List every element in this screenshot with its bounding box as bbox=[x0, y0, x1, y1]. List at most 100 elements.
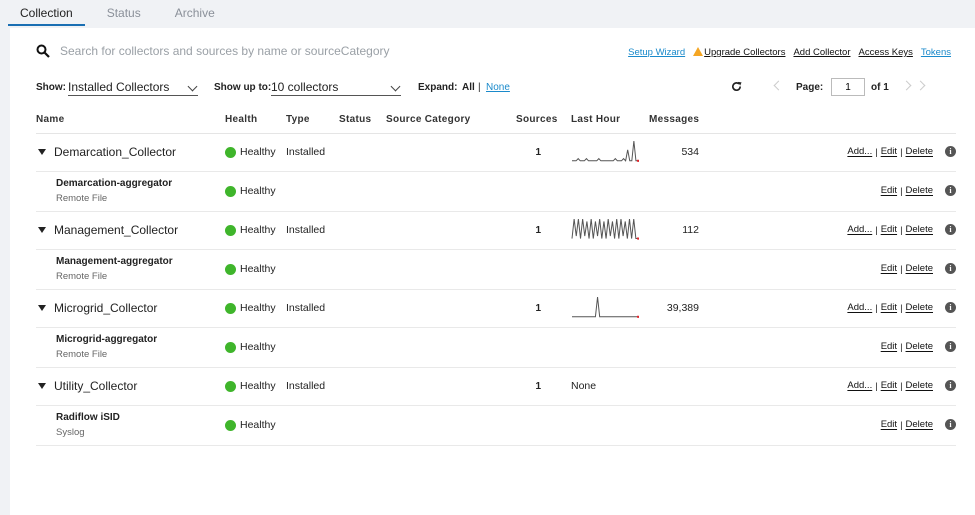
tab-collection[interactable]: Collection bbox=[8, 6, 85, 26]
sparkline-series bbox=[571, 218, 638, 240]
upgrade-collectors-link[interactable]: Upgrade Collectors bbox=[693, 47, 785, 58]
edit-collector-link[interactable]: Edit bbox=[880, 302, 898, 314]
source-name[interactable]: Radiflow iSID bbox=[56, 412, 120, 423]
delete-collector-link[interactable]: Delete bbox=[905, 224, 933, 236]
page-label: Page: bbox=[796, 82, 824, 93]
tokens-link[interactable]: Tokens bbox=[920, 47, 951, 58]
show-label: Show: bbox=[36, 82, 66, 93]
collector-sources: 1 bbox=[516, 211, 561, 250]
column-header-source-category[interactable]: Source Category bbox=[386, 107, 516, 134]
info-icon[interactable]: i bbox=[945, 185, 956, 197]
expand-none-link[interactable]: None bbox=[486, 82, 510, 93]
show-up-to-select[interactable]: 10 collectors bbox=[271, 79, 401, 96]
show-select[interactable]: Installed Collectors bbox=[68, 79, 198, 96]
show-select-value: Installed Collectors bbox=[68, 80, 170, 94]
filter-row: Show: Installed Collectors Show up to: 1… bbox=[36, 78, 951, 98]
column-header-type[interactable]: Type bbox=[286, 107, 339, 134]
access-keys-link[interactable]: Access Keys bbox=[858, 47, 913, 58]
action-separator: | bbox=[875, 146, 878, 158]
column-header-sources[interactable]: Sources bbox=[516, 107, 561, 134]
tab-bar: Collection Status Archive bbox=[0, 0, 975, 26]
search-input[interactable] bbox=[60, 42, 480, 60]
last-hour-none: None bbox=[571, 380, 597, 392]
collapse-caret-icon[interactable] bbox=[38, 383, 46, 389]
collector-source-category bbox=[386, 211, 516, 250]
collapse-caret-icon[interactable] bbox=[38, 227, 46, 233]
action-separator: | bbox=[900, 224, 903, 236]
column-header-actions bbox=[719, 107, 956, 134]
info-icon[interactable]: i bbox=[945, 302, 956, 314]
page-number-input[interactable] bbox=[831, 78, 865, 96]
source-type: Remote File bbox=[56, 349, 108, 360]
info-icon[interactable]: i bbox=[945, 380, 956, 392]
source-name[interactable]: Demarcation-aggregator bbox=[56, 178, 173, 189]
info-icon[interactable]: i bbox=[945, 419, 956, 431]
source-name[interactable]: Management-aggregator bbox=[56, 256, 173, 267]
column-header-last-hour[interactable]: Last Hour bbox=[561, 107, 649, 134]
tab-archive[interactable]: Archive bbox=[174, 6, 215, 20]
sparkline-series bbox=[572, 140, 638, 162]
upgrade-collectors-label[interactable]: Upgrade Collectors bbox=[704, 47, 786, 58]
collector-name[interactable]: Management_Collector bbox=[54, 223, 179, 237]
collector-name[interactable]: Microgrid_Collector bbox=[54, 301, 158, 315]
setup-wizard-link[interactable]: Setup Wizard bbox=[628, 47, 686, 58]
info-icon[interactable]: i bbox=[945, 224, 956, 236]
edit-source-link[interactable]: Edit bbox=[880, 419, 898, 431]
next-page-icon[interactable] bbox=[901, 80, 912, 91]
sparkline-end-point bbox=[636, 237, 639, 240]
edit-source-link[interactable]: Edit bbox=[880, 185, 898, 197]
add-source-link[interactable]: Add... bbox=[847, 224, 873, 236]
edit-source-link[interactable]: Edit bbox=[880, 263, 898, 275]
show-up-to-label: Show up to: bbox=[214, 82, 272, 93]
refresh-icon[interactable] bbox=[731, 81, 742, 92]
add-source-link[interactable]: Add... bbox=[847, 380, 873, 392]
edit-collector-link[interactable]: Edit bbox=[880, 380, 898, 392]
column-header-name[interactable]: Name bbox=[36, 107, 225, 134]
info-icon[interactable]: i bbox=[945, 341, 956, 353]
source-name[interactable]: Microgrid-aggregator bbox=[56, 334, 158, 345]
edit-source-link[interactable]: Edit bbox=[880, 341, 898, 353]
collapse-caret-icon[interactable] bbox=[38, 305, 46, 311]
edit-collector-link[interactable]: Edit bbox=[880, 146, 898, 158]
column-header-messages[interactable]: Messages bbox=[649, 107, 719, 134]
collector-row[interactable]: Utility_Collector Healthy Installed 1 No… bbox=[36, 367, 956, 406]
last-page-icon[interactable] bbox=[915, 80, 926, 91]
collector-sources: 1 bbox=[516, 367, 561, 406]
health-status-icon bbox=[225, 263, 236, 275]
collector-status bbox=[339, 211, 386, 250]
collector-messages: 534 bbox=[649, 133, 719, 172]
delete-source-link[interactable]: Delete bbox=[905, 341, 933, 353]
collector-health: Healthy bbox=[240, 146, 276, 158]
collector-row[interactable]: Microgrid_Collector Healthy Installed 1 … bbox=[36, 289, 956, 328]
delete-collector-link[interactable]: Delete bbox=[905, 146, 933, 158]
delete-source-link[interactable]: Delete bbox=[905, 185, 933, 197]
sparkline-end-point bbox=[636, 315, 639, 318]
delete-source-link[interactable]: Delete bbox=[905, 263, 933, 275]
edit-collector-link[interactable]: Edit bbox=[880, 224, 898, 236]
delete-collector-link[interactable]: Delete bbox=[905, 302, 933, 314]
source-row[interactable]: Management-aggregator Remote File Healthy… bbox=[36, 249, 956, 290]
source-row[interactable]: Radiflow iSID Syslog Healthy Edit | Delete i bbox=[36, 405, 956, 446]
add-source-link[interactable]: Add... bbox=[847, 302, 873, 314]
source-row[interactable]: Demarcation-aggregator Remote File Health… bbox=[36, 171, 956, 212]
collector-row[interactable]: Management_Collector Healthy Installed 1… bbox=[36, 211, 956, 250]
delete-source-link[interactable]: Delete bbox=[905, 419, 933, 431]
collector-row[interactable]: Demarcation_Collector Healthy Installed … bbox=[36, 133, 956, 172]
delete-collector-link[interactable]: Delete bbox=[905, 380, 933, 392]
collector-name[interactable]: Utility_Collector bbox=[54, 379, 138, 393]
prev-page-icon[interactable] bbox=[773, 80, 784, 91]
column-header-health[interactable]: Health bbox=[225, 107, 286, 134]
collector-type: Installed bbox=[286, 133, 339, 172]
collector-health: Healthy bbox=[240, 224, 276, 236]
info-icon[interactable]: i bbox=[945, 263, 956, 275]
source-row[interactable]: Microgrid-aggregator Remote File Healthy … bbox=[36, 327, 956, 368]
column-header-status[interactable]: Status bbox=[339, 107, 386, 134]
add-collector-link[interactable]: Add Collector bbox=[793, 47, 851, 58]
collapse-caret-icon[interactable] bbox=[38, 149, 46, 155]
expand-all-link[interactable]: All bbox=[462, 82, 475, 93]
collector-name[interactable]: Demarcation_Collector bbox=[54, 145, 177, 159]
add-source-link[interactable]: Add... bbox=[847, 146, 873, 158]
action-separator: | bbox=[900, 146, 903, 158]
info-icon[interactable]: i bbox=[945, 146, 956, 158]
tab-status[interactable]: Status bbox=[106, 6, 141, 20]
